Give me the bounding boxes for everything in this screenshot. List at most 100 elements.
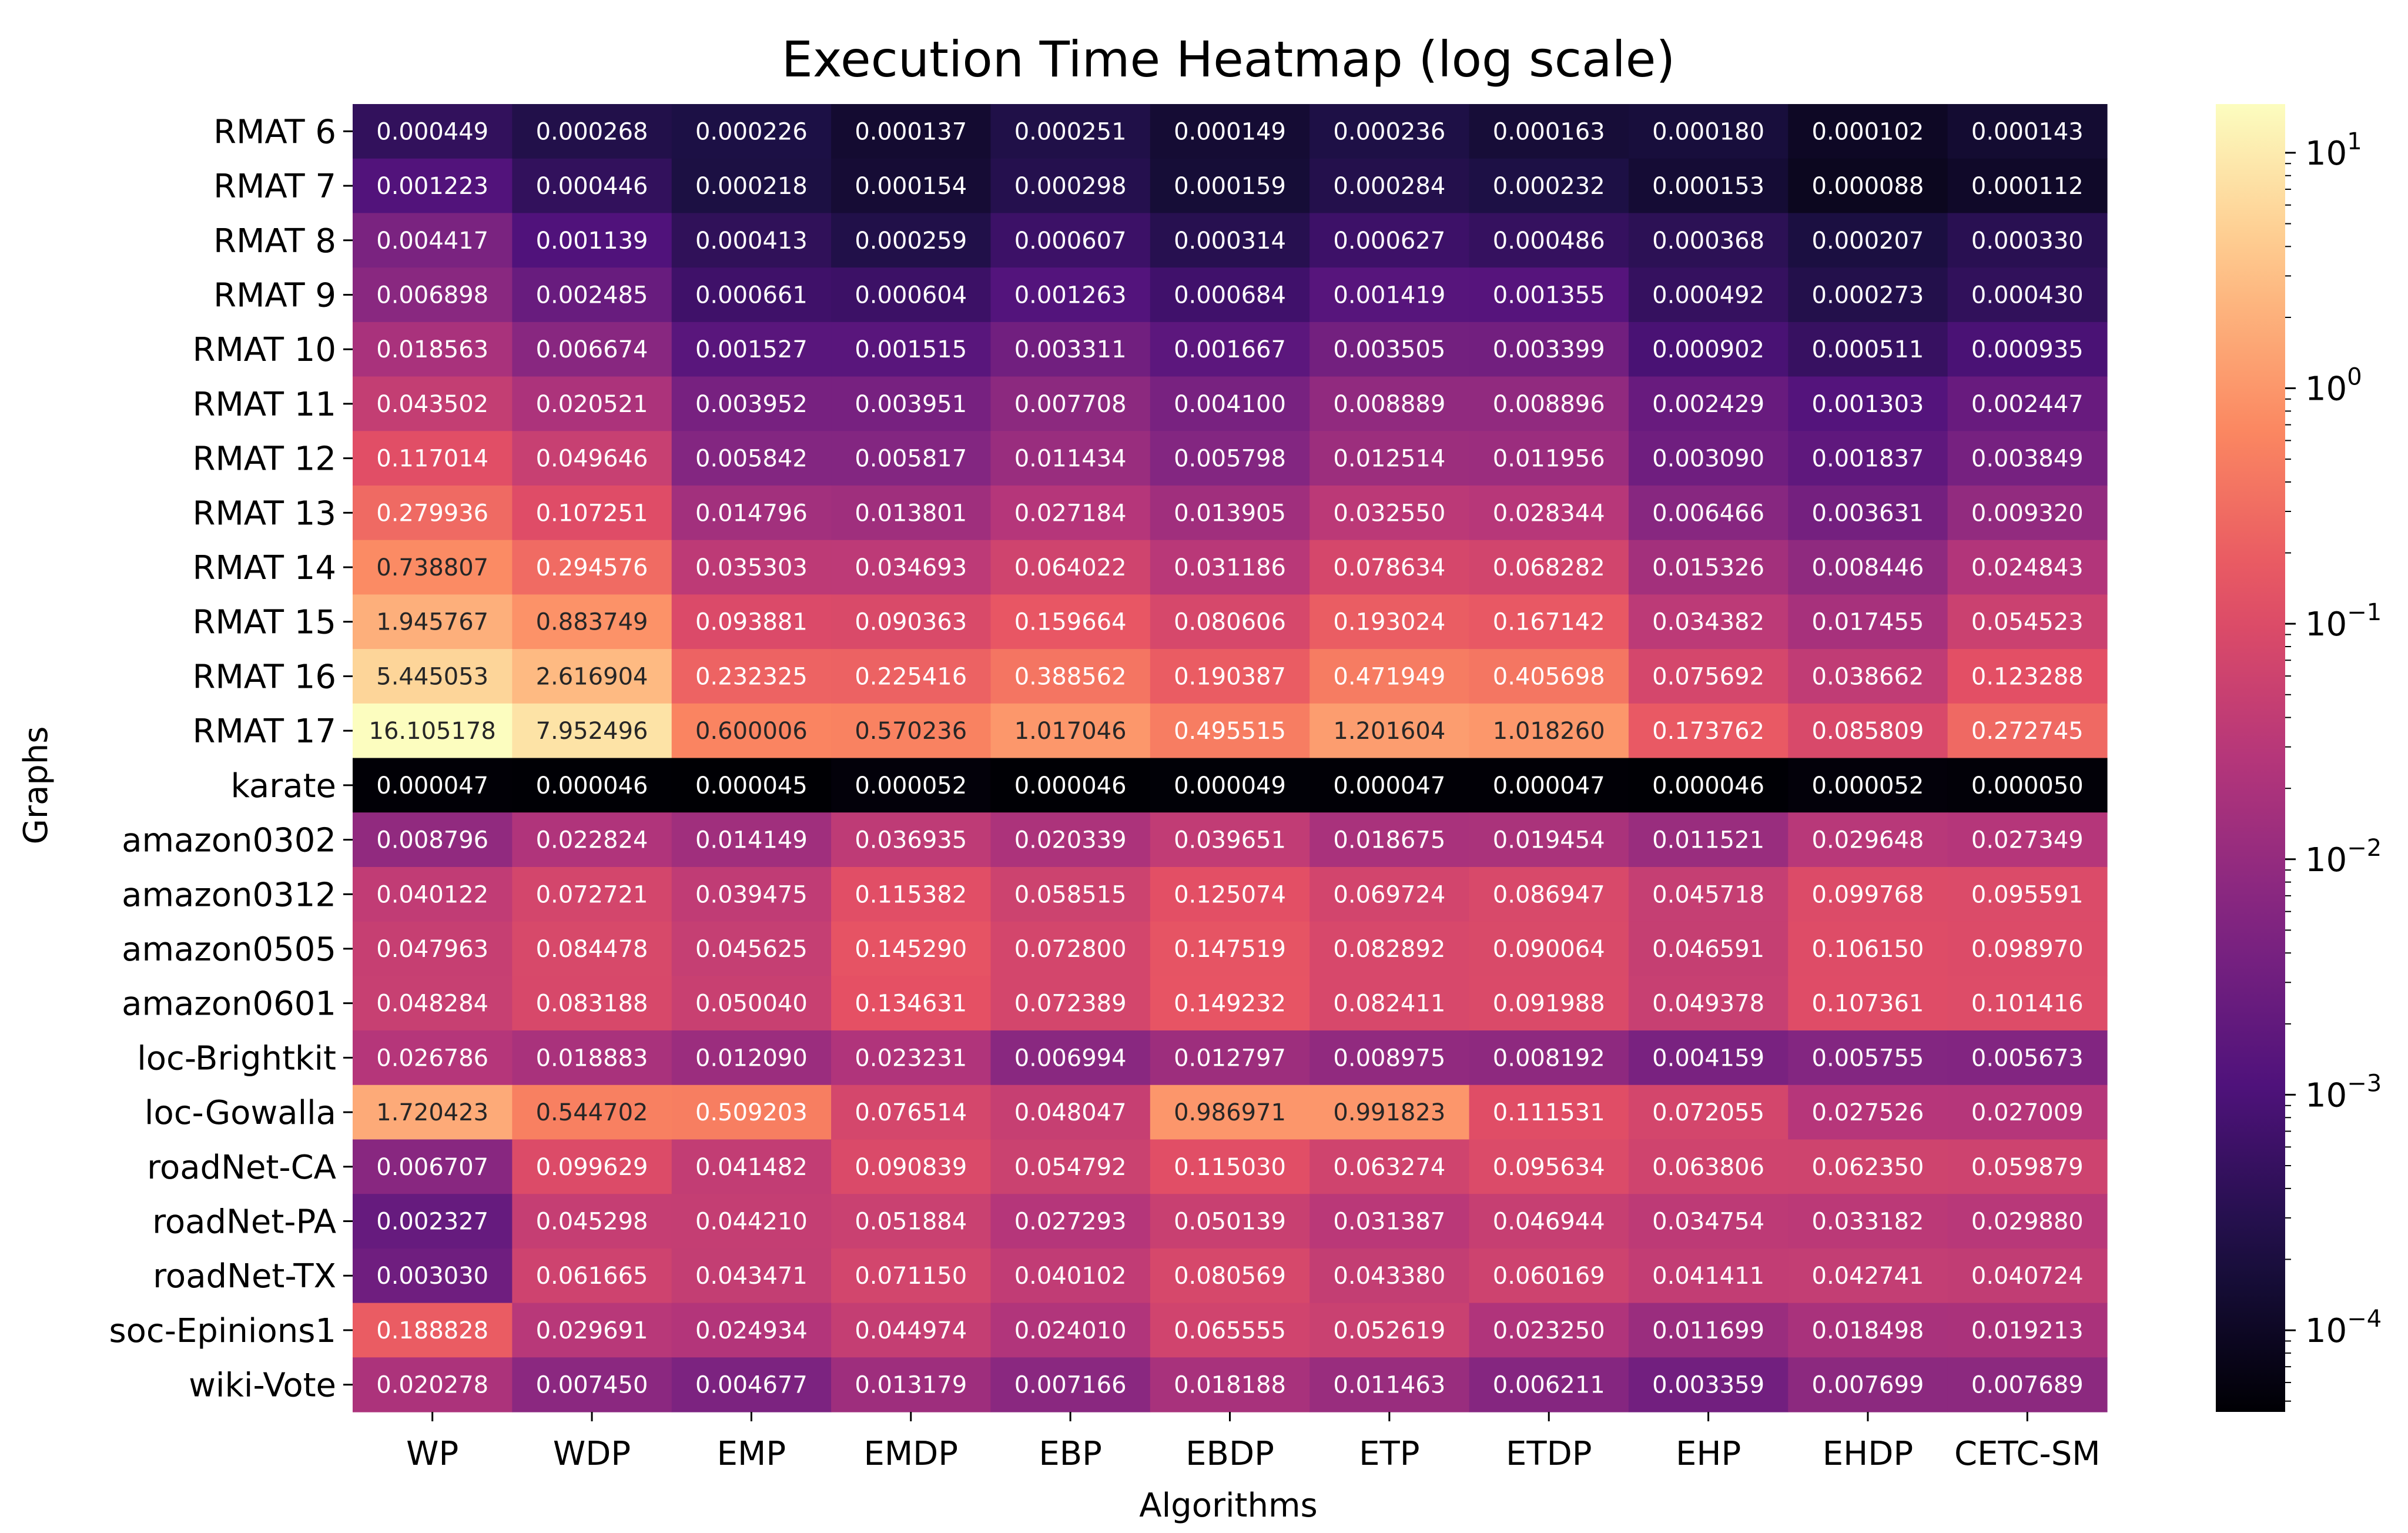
cell-value-label: 0.006674 [536,336,648,363]
cell-value-label: 0.090064 [1493,936,1605,963]
heatmap-cell [990,1248,1151,1304]
heatmap-cell [512,594,672,650]
y-tick-label: amazon0601 [122,985,336,1023]
cell-value-label: 0.001355 [1493,282,1605,309]
heatmap-cell [990,540,1151,595]
heatmap-cell [671,485,832,541]
heatmap-cell [1628,540,1789,595]
cell-value-label: 0.042741 [1812,1263,1924,1290]
heatmap-cell [512,866,672,922]
heatmap-cell [1947,267,2108,323]
cell-value-label: 0.026786 [376,1045,488,1072]
cell-value-label: 0.035303 [695,554,808,581]
cell-value-label: 0.294576 [536,554,648,581]
heatmap-cell [1469,921,1629,976]
cell-value-label: 0.068282 [1493,554,1605,581]
y-tick-label: RMAT 11 [193,386,336,424]
heatmap-cell [990,812,1151,868]
heatmap-cell [1469,1085,1629,1140]
heatmap-cell [990,758,1151,813]
heatmap-cell [1947,485,2108,541]
heatmap-cell [1310,866,1470,922]
heatmap-cell [1788,104,1948,159]
cell-value-label: 0.012797 [1174,1045,1286,1072]
heatmap-cell [512,812,672,868]
heatmap-cell [990,1303,1151,1358]
y-tick-label: RMAT 14 [193,549,336,587]
cell-value-label: 0.048284 [376,990,488,1017]
cell-value-label: 0.086947 [1493,881,1605,908]
cell-value-label: 0.099629 [536,1154,648,1181]
heatmap-cell [512,921,672,976]
cell-value-label: 0.011434 [1014,446,1127,473]
cell-value-label: 0.115030 [1174,1154,1286,1181]
heatmap-cell [990,104,1151,159]
cell-value-label: 0.063806 [1652,1154,1764,1181]
cell-value-label: 0.000052 [1812,772,1924,799]
heatmap-cell [1788,213,1948,268]
heatmap-cell [831,213,992,268]
heatmap-cell [1469,158,1629,214]
cell-value-label: 0.000511 [1812,336,1924,363]
y-tick-label: RMAT 12 [193,440,336,478]
cell-value-label: 0.018188 [1174,1372,1286,1399]
y-tick-label: wiki-Vote [189,1367,336,1405]
cell-value-label: 0.000627 [1333,227,1445,255]
cell-value-label: 0.027184 [1014,500,1127,527]
heatmap-cell [1150,976,1310,1031]
cell-value-label: 0.159664 [1014,609,1127,636]
heatmap-cell [1628,1030,1789,1086]
heatmap-cell [1628,812,1789,868]
cell-value-label: 0.099768 [1812,881,1924,908]
x-tick-label: WP [406,1435,458,1473]
cell-value-label: 0.005673 [1971,1045,2084,1072]
heatmap-cell [831,1139,992,1194]
heatmap-cell [671,1248,832,1304]
heatmap-cell [1150,104,1310,159]
cell-value-label: 0.007166 [1014,1372,1127,1399]
cell-value-label: 0.049646 [536,446,648,473]
cell-value-label: 0.036935 [855,827,967,854]
cell-value-label: 0.188828 [376,1317,488,1344]
cell-value-label: 0.000153 [1652,173,1764,200]
heatmap-cell [831,976,992,1031]
cell-value-label: 0.093881 [695,609,808,636]
heatmap-cell [990,649,1151,704]
x-tick-label: WDP [553,1435,631,1473]
heatmap-cell [1628,1303,1789,1358]
cell-value-label: 0.738807 [376,554,488,581]
cell-value-label: 0.014149 [695,827,808,854]
heatmap-cell-labels: 0.000449 0.000268 0.000226 0.000137 0.000251… [369,118,2084,1398]
cell-value-label: 0.043380 [1333,1263,1445,1290]
x-tick-label: ETDP [1506,1435,1592,1473]
cell-value-label: 0.115382 [855,881,967,908]
cell-value-label: 0.014796 [695,500,808,527]
heatmap-cell [1469,1030,1629,1086]
heatmap-cell [353,866,513,922]
cell-value-label: 0.031387 [1333,1209,1445,1236]
cell-value-label: 0.024934 [695,1317,808,1344]
cell-value-label: 0.060169 [1493,1263,1605,1290]
y-tick-label: RMAT 15 [193,604,336,642]
cell-value-label: 0.000046 [536,772,648,799]
cell-value-label: 0.050139 [1174,1209,1286,1236]
cell-value-label: 0.193024 [1333,609,1445,636]
heatmap-cell [1788,322,1948,377]
cell-value-label: 0.054523 [1971,609,2084,636]
heatmap-cell [671,213,832,268]
cell-value-label: 0.050040 [695,990,808,1017]
y-tick-label: RMAT 9 [213,276,336,314]
cell-value-label: 0.883749 [536,609,648,636]
heatmap-cell [1150,376,1310,431]
heatmap-cell [1150,703,1310,759]
heatmap-cell [1788,1030,1948,1086]
heatmap-cell [1469,267,1629,323]
heatmap-cell [353,921,513,976]
heatmap-cell [512,703,672,759]
cell-value-label: 0.003090 [1652,446,1764,473]
heatmap-cell [512,1303,672,1358]
cell-value-label: 0.039475 [695,881,808,908]
heatmap-cell [1150,649,1310,704]
heatmap-cell [1469,540,1629,595]
cell-value-label: 0.018883 [536,1045,648,1072]
